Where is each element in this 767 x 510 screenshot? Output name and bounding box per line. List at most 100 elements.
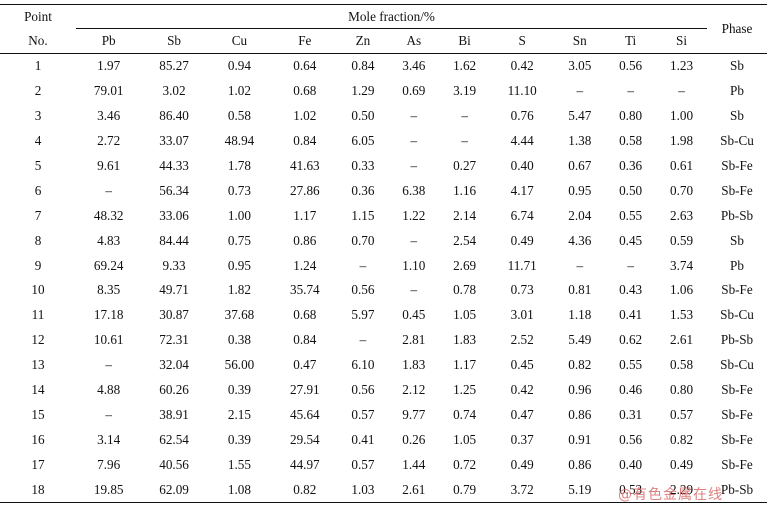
point-number-cell: 9 bbox=[34, 257, 42, 273]
value-cell-bi: 2.69 bbox=[453, 257, 477, 273]
composition-table: Point Mole fraction/% Phase No. Pb Sb Cu Fe… bbox=[0, 4, 767, 504]
value-cell-si: 1.53 bbox=[669, 307, 694, 323]
value-cell-s: 3.01 bbox=[510, 307, 534, 323]
value-cell-sn: 3.05 bbox=[568, 58, 592, 74]
value-cell-ti: 0.55 bbox=[619, 207, 643, 223]
value-cell-ti: 0.55 bbox=[619, 357, 643, 373]
value-cell-bi: 1.25 bbox=[453, 382, 477, 398]
point-number-cell: 12 bbox=[31, 332, 45, 348]
value-cell-pb: 48.32 bbox=[93, 207, 124, 223]
phase-cell: Pb-Sb bbox=[720, 332, 754, 348]
value-cell-pb: 1.97 bbox=[97, 58, 121, 74]
point-number-cell: 3 bbox=[34, 108, 42, 124]
element-header-bi: Bi bbox=[439, 28, 491, 54]
point-header: Point bbox=[0, 4, 76, 29]
value-cell-as: 6.38 bbox=[402, 182, 426, 198]
value-cell-si: 2.61 bbox=[669, 332, 694, 348]
element-header-as: As bbox=[388, 28, 440, 54]
point-number-cell: 14 bbox=[31, 382, 45, 398]
value-cell-si: 0.70 bbox=[669, 182, 694, 198]
value-cell-cu: 2.15 bbox=[227, 406, 251, 422]
value-cell-s: 11.71 bbox=[507, 257, 537, 273]
value-cell-fe: 1.17 bbox=[293, 207, 317, 223]
value-cell-as: 1.22 bbox=[402, 207, 426, 223]
value-cell-s: 0.49 bbox=[510, 456, 534, 472]
value-cell-sn: – bbox=[576, 83, 584, 99]
watermark: @有色金属在线 bbox=[618, 487, 723, 503]
value-cell-s: 0.37 bbox=[510, 431, 534, 447]
value-cell-si: 0.58 bbox=[669, 357, 694, 373]
value-cell-as: 1.10 bbox=[402, 257, 426, 273]
value-cell-pb: 10.61 bbox=[93, 332, 124, 348]
value-cell-s: 2.52 bbox=[510, 332, 534, 348]
value-cell-as: 2.61 bbox=[388, 477, 440, 504]
value-cell-fe: 0.68 bbox=[293, 307, 317, 323]
value-cell-si: 2.63 bbox=[669, 207, 694, 223]
value-cell-zn: 6.10 bbox=[351, 357, 375, 373]
value-cell-fe: 0.84 bbox=[293, 332, 317, 348]
value-cell-ti: 0.58 bbox=[619, 133, 643, 149]
table-row: 18 19.85 62.09 1.08 0.82 1.03 2.61 0.79 3.72 5.19… bbox=[0, 477, 767, 504]
value-cell-bi: 0.27 bbox=[453, 158, 477, 173]
value-cell-sb: 62.54 bbox=[159, 431, 189, 447]
value-cell-pb: 79.01 bbox=[93, 83, 124, 99]
value-cell-bi: 1.83 bbox=[453, 332, 477, 348]
point-number-cell: 18 bbox=[0, 477, 76, 504]
point-number-cell: 2 bbox=[34, 83, 42, 99]
value-cell-bi: 0.72 bbox=[453, 456, 477, 472]
value-cell-s: 0.73 bbox=[510, 282, 534, 298]
value-cell-zn: 0.56 bbox=[351, 282, 375, 298]
table-row: 16 3.14 62.54 0.39 29.54 0.41 0.26 1.05 0.37 0.91… bbox=[0, 427, 767, 452]
phase-cell: Sb-Fe bbox=[721, 158, 753, 173]
value-cell-sn: 0.86 bbox=[568, 406, 592, 422]
value-cell-as: 2.81 bbox=[402, 332, 426, 348]
point-number-cell: 1 bbox=[34, 58, 42, 74]
value-cell-pb: 4.83 bbox=[97, 232, 121, 248]
phase-cell: Sb-Cu bbox=[720, 133, 754, 149]
value-cell-si: 3.74 bbox=[669, 257, 694, 273]
point-number-cell: 17 bbox=[31, 456, 45, 472]
value-cell-si: 1.00 bbox=[669, 108, 694, 124]
phase-cell: Sb-Fe bbox=[721, 406, 753, 422]
value-cell-zn: 5.97 bbox=[351, 307, 375, 323]
value-cell-bi: 1.17 bbox=[453, 357, 477, 373]
phase-cell: Sb-Cu bbox=[720, 357, 754, 373]
value-cell-si: 0.61 bbox=[669, 158, 694, 173]
value-cell-pb: 8.35 bbox=[97, 282, 121, 298]
value-cell-cu: 1.08 bbox=[206, 477, 273, 504]
value-cell-fe: 27.91 bbox=[289, 382, 320, 398]
value-cell-sb: 86.40 bbox=[159, 108, 189, 124]
table-row: 5 9.61 44.33 1.78 41.63 0.33 – 0.27 0.40 0.67 0.36… bbox=[0, 154, 767, 179]
table-row: 1 1.97 85.27 0.94 0.64 0.84 3.46 1.62 0.42 3.05 0.… bbox=[0, 54, 767, 79]
value-cell-cu: 0.38 bbox=[227, 332, 251, 348]
value-cell-cu: 37.68 bbox=[224, 307, 255, 323]
value-cell-sb: 56.34 bbox=[159, 182, 189, 198]
value-cell-as: – bbox=[410, 133, 418, 149]
value-cell-zn: 1.15 bbox=[351, 207, 375, 223]
value-cell-pb: – bbox=[105, 406, 112, 422]
element-header-ti: Ti bbox=[605, 28, 657, 54]
value-cell-sn: 5.49 bbox=[568, 332, 592, 348]
value-cell-fe: 0.84 bbox=[293, 133, 317, 149]
value-cell-bi: 2.14 bbox=[453, 207, 477, 223]
value-cell-sn: 0.82 bbox=[568, 357, 592, 373]
table-body: 1 1.97 85.27 0.94 0.64 0.84 3.46 1.62 0.42 3.05 0.… bbox=[0, 54, 767, 504]
value-cell-zn: 1.29 bbox=[351, 83, 375, 99]
value-cell-cu: 1.78 bbox=[227, 158, 251, 173]
table-row: 13 – 32.04 56.00 0.47 6.10 1.83 1.17 0.45 0.82 0.5… bbox=[0, 353, 767, 378]
value-cell-sb: 33.07 bbox=[159, 133, 189, 149]
value-cell-bi: 1.16 bbox=[453, 182, 477, 198]
value-cell-pb: 3.46 bbox=[97, 108, 121, 124]
value-cell-sn: 0.91 bbox=[568, 431, 592, 447]
table-row: 4 2.72 33.07 48.94 0.84 6.05 – – 4.44 1.38 0.58 1.9… bbox=[0, 129, 767, 154]
value-cell-s: 4.44 bbox=[510, 133, 534, 149]
value-cell-s: 0.47 bbox=[510, 406, 534, 422]
table-row: 7 48.32 33.06 1.00 1.17 1.15 1.22 2.14 6.74 2.04 0… bbox=[0, 203, 767, 228]
value-cell-as: – bbox=[410, 232, 418, 248]
value-cell-si: 0.80 bbox=[669, 382, 694, 398]
value-cell-sb: 32.04 bbox=[159, 357, 189, 373]
value-cell-sb: 3.02 bbox=[162, 83, 186, 99]
value-cell-s: 0.45 bbox=[510, 357, 534, 373]
value-cell-sn: 0.95 bbox=[568, 182, 592, 198]
value-cell-s: 11.10 bbox=[507, 83, 537, 99]
